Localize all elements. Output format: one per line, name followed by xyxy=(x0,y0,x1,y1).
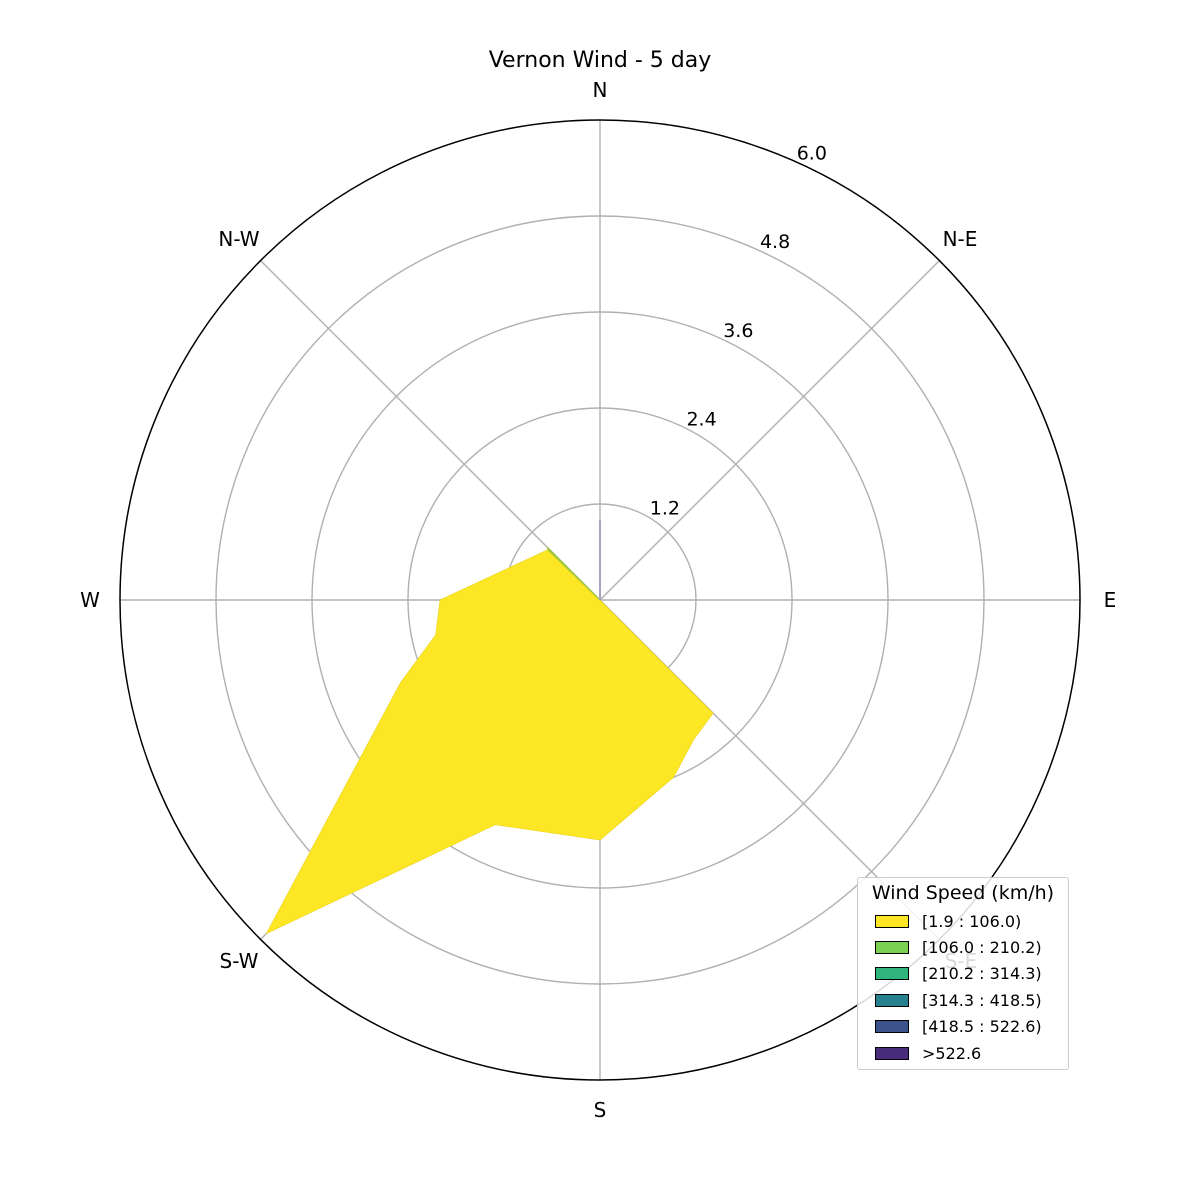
legend-swatch xyxy=(875,941,909,955)
legend: Wind Speed (km/h) [1.9 : 106.0) [106.0 : … xyxy=(857,877,1069,1070)
legend-swatch xyxy=(875,914,909,928)
grid-spoke xyxy=(260,260,601,601)
direction-label-n-e: N-E xyxy=(943,227,978,251)
radial-tick-label: 3.6 xyxy=(723,320,753,342)
direction-label-e: E xyxy=(1104,588,1117,612)
wind-rose-area-bin-1 xyxy=(265,548,714,935)
polar-frame xyxy=(119,119,1081,1081)
legend-item: >522.6 xyxy=(866,1040,1060,1066)
legend-label: >522.6 xyxy=(922,1043,982,1063)
legend-item: [314.3 : 418.5) xyxy=(866,987,1060,1013)
direction-label-s: S xyxy=(594,1098,607,1122)
radial-tick-label: 1.2 xyxy=(650,497,680,519)
legend-label: [106.0 : 210.2) xyxy=(922,938,1042,958)
wind-rose-data xyxy=(265,520,714,935)
direction-label-n-w: N-W xyxy=(218,227,259,251)
legend-swatch xyxy=(875,1020,909,1034)
legend-label: [210.2 : 314.3) xyxy=(922,964,1042,984)
legend-label: [314.3 : 418.5) xyxy=(922,990,1042,1010)
legend-item: [418.5 : 522.6) xyxy=(866,1014,1060,1040)
radial-tick-label: 4.8 xyxy=(760,231,790,253)
grid-spoke xyxy=(599,260,940,601)
direction-label-n: N xyxy=(593,78,608,102)
legend-item: [106.0 : 210.2) xyxy=(866,934,1060,960)
direction-label-w: W xyxy=(80,588,100,612)
chart-title: Vernon Wind - 5 day xyxy=(489,48,712,73)
legend-swatch xyxy=(875,993,909,1007)
legend-swatch xyxy=(875,967,909,981)
legend-label: [1.9 : 106.0) xyxy=(922,911,1022,931)
legend-item: [210.2 : 314.3) xyxy=(866,961,1060,987)
legend-title: Wind Speed (km/h) xyxy=(871,882,1055,904)
legend-swatch xyxy=(875,1046,909,1060)
legend-item: [1.9 : 106.0) xyxy=(866,908,1060,934)
radial-tick-label: 6.0 xyxy=(797,143,827,165)
legend-label: [418.5 : 522.6) xyxy=(922,1017,1042,1037)
wind-rose-sliver-nw xyxy=(547,546,601,601)
radial-tick-label: 2.4 xyxy=(686,409,716,431)
direction-label-s-w: S-W xyxy=(220,949,259,973)
